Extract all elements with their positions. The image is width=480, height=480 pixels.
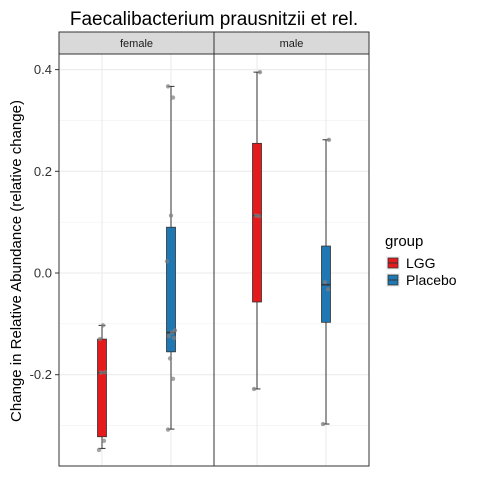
data-point [165,84,171,89]
data-point [251,386,257,392]
data-point [170,95,176,100]
chart-title: Faecalibacterium prausnitzii et rel. [70,9,358,30]
data-point [172,328,178,333]
box-female-LGG [96,323,108,453]
data-point [320,421,326,427]
data-point [96,447,102,453]
data-point [167,356,173,361]
data-point [257,69,263,75]
legend-item-Placebo: Placebo [386,272,457,288]
box-male-LGG [251,69,263,392]
data-point [171,335,177,341]
y-tick-label: 0.0 [34,266,52,281]
legend-title: group [385,233,423,250]
data-point [101,438,107,444]
data-point [164,259,170,264]
facet-panel-female: female [58,31,215,467]
data-point [102,369,108,375]
data-point [165,427,171,432]
box-body [252,142,262,303]
facet-strip-label: male [280,38,304,50]
facet-panel-male: male [213,31,370,467]
data-point [168,213,174,218]
y-axis: -0.2 0.0 0.2 0.4 [30,62,59,382]
box-body [97,338,107,438]
y-tick-label: 0.4 [34,62,52,77]
data-point [322,279,328,285]
data-point [97,336,103,342]
y-tick-label: 0.2 [34,164,52,179]
box-body [166,226,176,353]
panel-background [214,54,369,466]
panel-background [59,54,214,466]
box-male-Placebo [320,137,332,427]
panel-border [213,53,370,467]
legend-item-LGG: LGG [386,255,436,271]
data-point [326,137,332,142]
legend-item-label: Placebo [406,272,457,288]
box-female-Placebo [164,84,178,432]
data-point [166,333,172,339]
facet-strip-label: female [120,38,153,50]
data-point [170,376,176,381]
facet-panels: female male [58,31,370,467]
data-point [253,213,259,218]
legend-item-label: LGG [406,255,436,271]
data-point [325,287,331,292]
y-tick-label: -0.2 [30,367,52,382]
y-axis-title: Change in Relative Abundance (relative c… [8,100,25,422]
data-point [98,370,104,375]
data-point [100,323,106,328]
